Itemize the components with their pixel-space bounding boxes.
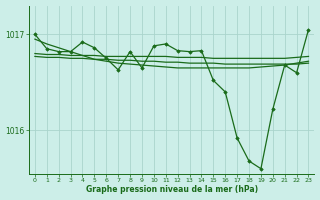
X-axis label: Graphe pression niveau de la mer (hPa): Graphe pression niveau de la mer (hPa) [86, 185, 258, 194]
